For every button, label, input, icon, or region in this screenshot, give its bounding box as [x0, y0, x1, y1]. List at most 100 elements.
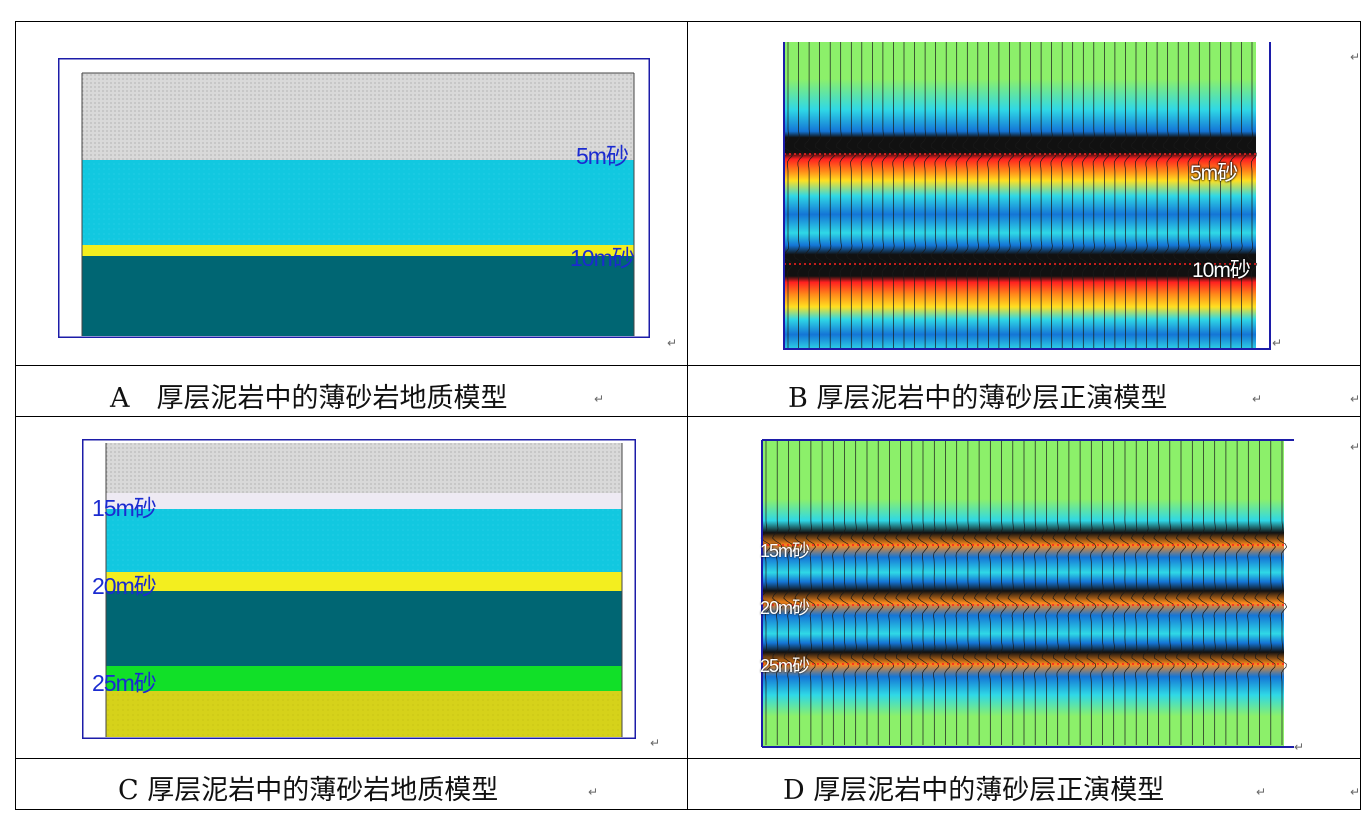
seismic-trace — [983, 41, 994, 348]
paragraph-mark: ↵ — [1350, 392, 1361, 406]
seismic-trace — [941, 41, 952, 348]
label-10m-sand: 10m砂 — [1192, 259, 1251, 282]
seismic-trace — [917, 438, 929, 745]
seismic-trace — [1041, 438, 1052, 745]
seismic-trace — [816, 438, 828, 745]
panel-d-svg — [760, 438, 1294, 748]
seismic-trace — [898, 42, 910, 348]
seismic-trace — [1173, 41, 1184, 348]
layer-sand-15m — [106, 493, 622, 509]
seismic-trace — [861, 438, 873, 745]
seismic-trace — [1097, 438, 1108, 745]
seismic-trace — [1175, 438, 1187, 745]
caption-d: D 厚层泥岩中的薄砂层正演模型 — [783, 775, 1165, 806]
label-15m-sand: 15m砂 — [92, 495, 157, 521]
seismic-trace — [996, 438, 1007, 745]
layer-dark — [106, 591, 622, 666]
seismic-trace — [1004, 41, 1015, 348]
table-row-divider — [15, 758, 1361, 759]
seismic-trace — [909, 41, 920, 348]
seismic-trace — [884, 438, 895, 745]
seismic-trace — [929, 438, 940, 745]
seismic-trace — [1265, 438, 1276, 745]
layer-shale-top — [106, 443, 622, 493]
seismic-trace — [793, 41, 804, 348]
seismic-trace — [1246, 42, 1258, 348]
panel-b-forward-model: 5m砂 10m砂 — [782, 41, 1277, 350]
seismic-trace — [825, 41, 836, 348]
seismic-trace — [828, 438, 839, 745]
seismic-trace — [1254, 438, 1265, 745]
seismic-trace — [1078, 41, 1089, 348]
seismic-trace — [930, 41, 941, 348]
seismic-trace — [951, 438, 962, 745]
seismic-trace — [1063, 438, 1074, 745]
panel-a-svg — [57, 57, 651, 339]
paragraph-mark: ↵ — [650, 736, 661, 750]
seismic-trace — [805, 438, 816, 745]
seismic-trace — [1243, 438, 1254, 745]
seismic-trace — [856, 41, 868, 348]
label-20m-sand: 20m砂 — [760, 598, 810, 618]
layer-sand-25m — [106, 666, 622, 691]
seismic-trace — [877, 41, 889, 348]
paragraph-mark: ↵ — [1350, 50, 1361, 64]
seismic-trace — [1099, 41, 1110, 348]
seismic-trace — [895, 438, 906, 745]
paragraph-mark: ↵ — [1256, 785, 1267, 799]
seismic-trace — [1067, 41, 1078, 348]
panel-b-svg — [782, 41, 1271, 350]
seismic-trace — [782, 42, 794, 348]
caption-c: C 厚层泥岩中的薄砂岩地质模型 — [118, 775, 499, 806]
caption-a: A 厚层泥岩中的薄砂岩地质模型 — [110, 383, 508, 414]
seismic-trace — [814, 41, 825, 348]
seismic-trace — [1109, 41, 1121, 348]
seismic-trace — [906, 438, 917, 745]
seismic-trace — [872, 438, 884, 745]
seismic-trace — [1209, 438, 1220, 745]
seismic-trace — [1046, 41, 1057, 348]
table-row-divider — [15, 365, 1361, 366]
seismic-trace — [1130, 438, 1142, 745]
seismic-trace — [850, 438, 861, 745]
label-5m-sand: 5m砂 — [576, 143, 629, 169]
panel-c-svg — [81, 438, 637, 740]
seismic-trace — [1007, 438, 1018, 745]
layer-sand-10m — [82, 245, 634, 256]
seismic-trace — [1120, 41, 1131, 348]
seismic-trace — [972, 41, 984, 348]
label-5m-sand: 5m砂 — [1190, 162, 1238, 185]
caption-b: B 厚层泥岩中的薄砂层正演模型 — [788, 383, 1168, 414]
paragraph-mark: ↵ — [1350, 440, 1361, 454]
seismic-trace — [1014, 42, 1026, 348]
label-25m-sand: 25m砂 — [92, 670, 157, 696]
seismic-trace — [1074, 438, 1086, 745]
paragraph-mark: ↵ — [1350, 785, 1361, 799]
seismic-trace — [1088, 41, 1100, 348]
panel-a-geologic-model: 5m砂 10m砂 — [57, 57, 651, 339]
paragraph-mark: ↵ — [1252, 392, 1263, 406]
seismic-trace — [1119, 438, 1131, 745]
table-row-divider — [15, 416, 1361, 417]
seismic-trace — [993, 41, 1005, 348]
table-column-divider — [687, 21, 688, 810]
seismic-trace — [1035, 41, 1047, 348]
label-10m-sand: 10m砂 — [570, 245, 635, 271]
seismic-trace — [973, 438, 985, 745]
seismic-trace — [1187, 438, 1198, 745]
seismic-trace — [940, 438, 951, 745]
seismic-trace — [985, 438, 996, 745]
seismic-trace — [1052, 438, 1063, 745]
seismic-trace — [794, 438, 805, 745]
seismic-trace — [1198, 438, 1209, 745]
layer-shale-top — [82, 73, 634, 160]
seismic-trace — [1018, 439, 1030, 745]
paragraph-mark: ↵ — [1294, 740, 1305, 754]
seismic-trace — [1220, 438, 1232, 745]
paragraph-mark: ↵ — [1272, 336, 1283, 350]
figure-table — [15, 21, 1361, 810]
seismic-trace — [951, 41, 962, 348]
seismic-trace — [1236, 41, 1247, 348]
seismic-trace — [1194, 41, 1205, 348]
seismic-trace — [1276, 439, 1288, 745]
